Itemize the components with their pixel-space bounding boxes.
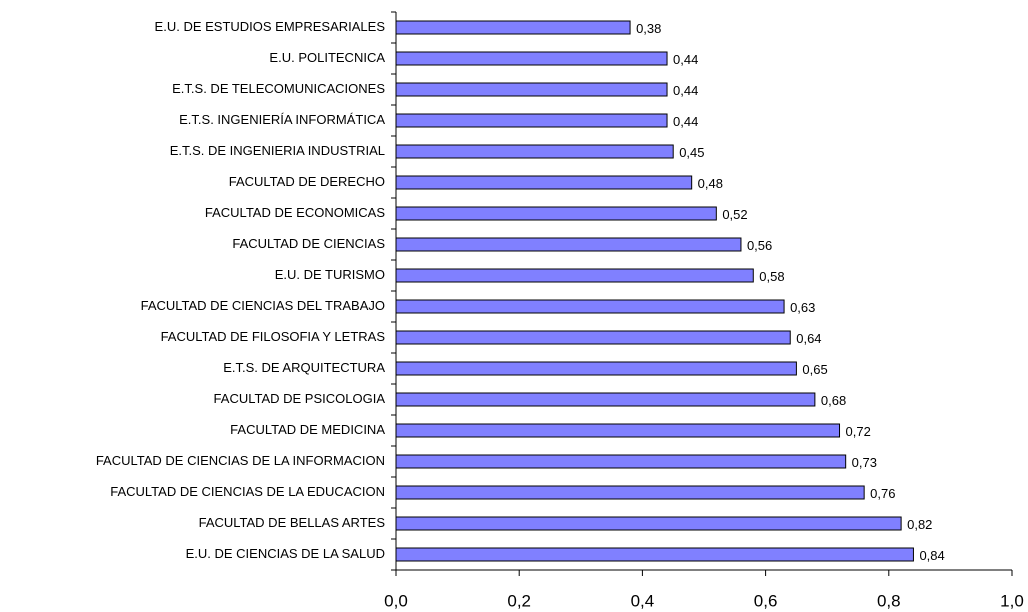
data-label: 0,44 (673, 83, 698, 98)
y-tick-label: FACULTAD DE DERECHO (229, 174, 385, 189)
data-label: 0,73 (852, 455, 877, 470)
x-tick-label: 0,0 (384, 591, 408, 610)
y-tick-label: FACULTAD DE MEDICINA (230, 422, 385, 437)
y-tick-label: E.T.S. DE TELECOMUNICACIONES (172, 81, 385, 96)
y-tick-label: E.T.S. DE ARQUITECTURA (223, 360, 385, 375)
data-label: 0,72 (846, 424, 871, 439)
data-label: 0,65 (802, 362, 827, 377)
bar (395, 144, 674, 159)
y-tick-label: FACULTAD DE CIENCIAS DE LA INFORMACION (96, 453, 385, 468)
bar (395, 82, 668, 97)
bar (395, 206, 717, 221)
y-tick-label: FACULTAD DE CIENCIAS DE LA EDUCACION (110, 484, 385, 499)
y-tick-label: FACULTAD DE CIENCIAS DEL TRABAJO (141, 298, 385, 313)
y-tick-label: FACULTAD DE BELLAS ARTES (199, 515, 386, 530)
bar (395, 392, 816, 407)
bar (395, 485, 865, 500)
bar (395, 113, 668, 128)
data-label: 0,44 (673, 52, 698, 67)
data-label: 0,68 (821, 393, 846, 408)
x-tick-label: 0,8 (877, 591, 901, 610)
data-label: 0,38 (636, 21, 661, 36)
y-tick-label: FACULTAD DE FILOSOFIA Y LETRAS (161, 329, 386, 344)
data-label: 0,82 (907, 517, 932, 532)
y-tick-label: FACULTAD DE PSICOLOGIA (214, 391, 386, 406)
y-tick-label: E.U. DE ESTUDIOS EMPRESARIALES (155, 19, 386, 34)
data-label: 0,76 (870, 486, 895, 501)
bar (395, 20, 631, 35)
data-label: 0,56 (747, 238, 772, 253)
data-label: 0,44 (673, 114, 698, 129)
data-label: 0,58 (759, 269, 784, 284)
y-tick-label: FACULTAD DE CIENCIAS (232, 236, 385, 251)
y-tick-label: E.T.S. DE INGENIERIA INDUSTRIAL (170, 143, 385, 158)
data-label: 0,52 (722, 207, 747, 222)
x-tick-label: 0,4 (631, 591, 655, 610)
bar (395, 423, 841, 438)
x-tick-label: 0,2 (507, 591, 531, 610)
y-tick-label: E.T.S. INGENIERÍA INFORMÁTICA (179, 112, 385, 127)
bar (395, 175, 693, 190)
y-tick-label: FACULTAD DE ECONOMICAS (205, 205, 385, 220)
x-tick-label: 1,0 (1000, 591, 1024, 610)
data-label: 0,84 (919, 548, 944, 563)
bar (395, 51, 668, 66)
y-tick-label: E.U. DE TURISMO (275, 267, 385, 282)
y-tick-label: E.U. DE CIENCIAS DE LA SALUD (186, 546, 385, 561)
x-tick-label: 0,6 (754, 591, 778, 610)
data-label: 0,64 (796, 331, 821, 346)
data-label: 0,48 (698, 176, 723, 191)
bar (395, 516, 902, 531)
bar (395, 268, 754, 283)
bar (395, 547, 914, 562)
bar (395, 361, 797, 376)
data-label: 0,63 (790, 300, 815, 315)
y-tick-label: E.U. POLITECNICA (269, 50, 385, 65)
bar (395, 330, 791, 345)
bar (395, 237, 742, 252)
data-label: 0,45 (679, 145, 704, 160)
bar (395, 454, 847, 469)
bar (395, 299, 785, 314)
